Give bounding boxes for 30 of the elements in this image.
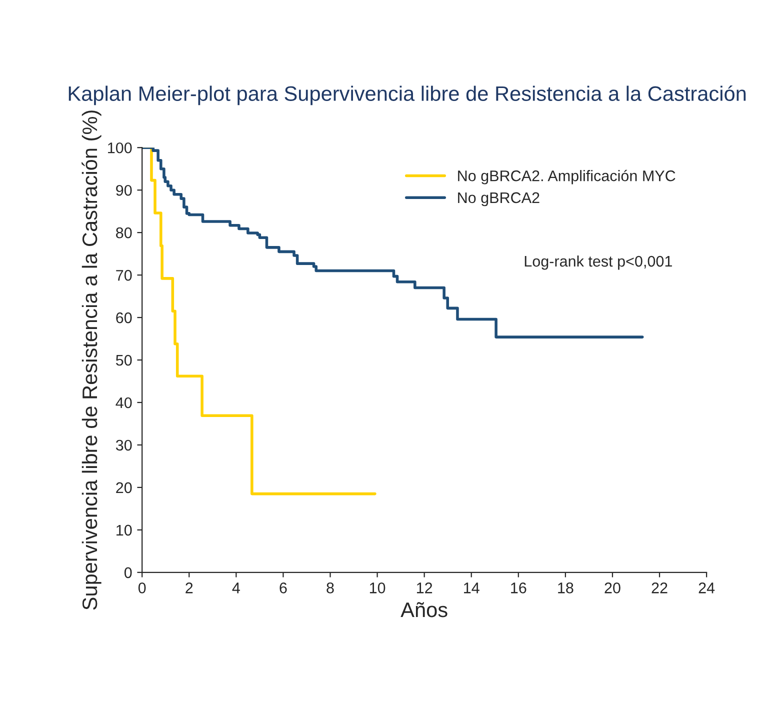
y-tick-label: 100 <box>108 142 132 154</box>
x-tick-label: 4 <box>232 582 240 594</box>
y-tick-label: 10 <box>116 524 132 536</box>
chart-title: Kaplan Meier-plot para Supervivencia libre de Resistencia a la Castración <box>68 85 746 106</box>
y-tick-label: 30 <box>116 440 132 451</box>
legend-label: No gBRCA2. Amplificación MYC <box>458 170 676 184</box>
x-axis-title: Años <box>400 602 448 618</box>
x-tick-label: 10 <box>370 582 386 594</box>
y-tick-label: 70 <box>116 270 132 281</box>
y-tick-label: 20 <box>116 482 132 494</box>
y-tick-label: 60 <box>116 312 132 324</box>
x-tick-label: 8 <box>326 582 334 594</box>
y-axis-title: Supervivencia libre de Resistencia a la Castración (%) <box>82 110 102 610</box>
y-tick-label: 50 <box>116 354 132 366</box>
x-tick-label: 16 <box>511 582 526 594</box>
x-tick-label: 22 <box>652 582 668 594</box>
y-tick-label: 0 <box>124 567 132 578</box>
y-tick-label: 80 <box>116 227 132 238</box>
x-tick-label: 20 <box>604 582 620 594</box>
x-tick-label: 2 <box>186 582 193 594</box>
x-tick-label: 12 <box>416 582 432 594</box>
x-tick-label: 6 <box>280 582 287 594</box>
x-tick-label: 24 <box>698 582 715 594</box>
legend-label: No gBRCA2 <box>458 192 540 206</box>
y-tick-label: 90 <box>116 184 132 196</box>
x-tick-label: 18 <box>558 582 574 594</box>
x-tick-label: 0 <box>138 582 146 594</box>
y-tick-label: 40 <box>116 397 132 408</box>
x-tick-label: 14 <box>464 582 480 594</box>
annotation: Log-rank test p<0,001 <box>524 255 672 270</box>
